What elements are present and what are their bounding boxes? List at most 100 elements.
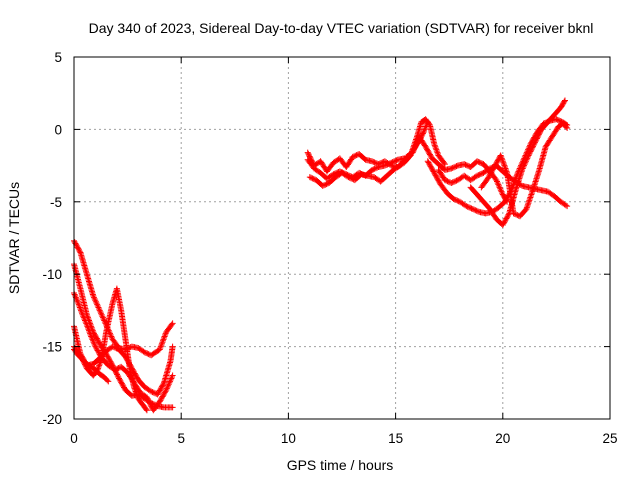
data-point-marker bbox=[463, 203, 470, 210]
data-point-marker bbox=[101, 318, 108, 325]
data-point-marker bbox=[114, 372, 121, 379]
data-point-marker bbox=[96, 305, 103, 312]
data-point-marker bbox=[167, 376, 174, 383]
data-point-marker bbox=[529, 144, 536, 151]
data-point-marker bbox=[109, 343, 116, 350]
data-point-marker bbox=[431, 169, 438, 176]
data-point-marker bbox=[387, 160, 394, 167]
grid-lines bbox=[74, 57, 610, 419]
data-point-marker bbox=[84, 324, 91, 331]
data-point-marker bbox=[104, 377, 111, 384]
data-point-marker bbox=[76, 246, 83, 253]
data-point-marker bbox=[426, 160, 433, 167]
data-point-marker bbox=[419, 130, 426, 137]
data-point-marker bbox=[499, 190, 506, 197]
data-point-marker bbox=[381, 162, 388, 169]
data-point-marker bbox=[476, 159, 483, 166]
data-point-marker bbox=[108, 333, 115, 340]
data-point-marker bbox=[499, 221, 506, 228]
data-point-marker bbox=[434, 176, 441, 183]
data-point-marker bbox=[158, 342, 165, 349]
data-point-marker bbox=[536, 130, 543, 137]
data-point-marker bbox=[511, 210, 518, 217]
data-point-marker bbox=[89, 337, 96, 344]
data-point-marker bbox=[504, 214, 511, 221]
data-point-marker bbox=[427, 152, 434, 159]
data-point-marker bbox=[372, 159, 379, 166]
data-point-marker bbox=[168, 321, 175, 328]
data-point-marker bbox=[98, 311, 105, 318]
data-point-marker bbox=[450, 178, 457, 185]
x-tick-label: 0 bbox=[70, 431, 78, 446]
x-tick-label: 10 bbox=[281, 431, 296, 446]
series-track-13 bbox=[467, 97, 568, 228]
y-axis-label: SDTVAR / TECUs bbox=[6, 182, 22, 294]
data-point-marker bbox=[143, 349, 150, 356]
y-tick-label: -5 bbox=[50, 195, 62, 210]
data-point-marker bbox=[76, 304, 83, 311]
data-point-marker bbox=[116, 376, 123, 383]
data-point-marker bbox=[306, 153, 313, 160]
data-point-marker bbox=[521, 162, 528, 169]
data-point-marker bbox=[532, 138, 539, 145]
data-point-marker bbox=[500, 220, 507, 227]
data-point-marker bbox=[563, 123, 570, 130]
data-point-marker bbox=[106, 357, 113, 364]
data-point-marker bbox=[157, 345, 164, 352]
data-point-marker bbox=[533, 136, 540, 143]
data-point-marker bbox=[431, 171, 438, 178]
data-point-marker bbox=[168, 374, 175, 381]
data-point-marker bbox=[496, 184, 503, 191]
data-point-marker bbox=[74, 298, 81, 305]
data-point-marker bbox=[98, 310, 105, 317]
data-point-marker bbox=[157, 397, 164, 404]
data-point-marker bbox=[449, 164, 456, 171]
data-point-marker bbox=[145, 396, 152, 403]
data-point-marker bbox=[383, 162, 390, 169]
data-point-marker bbox=[486, 171, 493, 178]
data-point-marker bbox=[155, 390, 162, 397]
data-point-marker bbox=[75, 301, 82, 308]
data-point-marker bbox=[117, 378, 124, 385]
data-point-marker bbox=[133, 389, 140, 396]
data-point-marker bbox=[468, 205, 475, 212]
data-point-marker bbox=[83, 321, 90, 328]
data-point-marker bbox=[115, 374, 122, 381]
data-point-marker bbox=[465, 204, 472, 211]
data-point-marker bbox=[422, 143, 429, 150]
data-point-marker bbox=[156, 387, 163, 394]
data-point-marker bbox=[86, 327, 93, 334]
data-point-marker bbox=[461, 161, 468, 168]
data-point-marker bbox=[352, 152, 359, 159]
data-point-marker bbox=[349, 153, 356, 160]
data-point-marker bbox=[493, 160, 500, 167]
data-point-marker bbox=[76, 303, 83, 310]
data-point-marker bbox=[345, 174, 352, 181]
data-point-marker bbox=[441, 177, 448, 184]
data-point-marker bbox=[521, 161, 528, 168]
data-point-marker bbox=[434, 151, 441, 158]
data-point-marker bbox=[322, 181, 329, 188]
data-point-marker bbox=[105, 354, 112, 361]
data-point-marker bbox=[472, 173, 479, 180]
data-point-marker bbox=[100, 316, 107, 323]
data-point-marker bbox=[522, 159, 529, 166]
data-point-marker bbox=[85, 326, 92, 333]
data-point-marker bbox=[422, 123, 429, 130]
data-point-marker bbox=[494, 179, 501, 186]
data-point-marker bbox=[149, 389, 156, 396]
data-point-marker bbox=[413, 140, 420, 147]
data-point-marker bbox=[434, 149, 441, 156]
data-point-marker bbox=[158, 340, 165, 347]
data-point-marker bbox=[95, 338, 102, 345]
data-point-marker bbox=[91, 342, 98, 349]
data-point-marker bbox=[531, 140, 538, 147]
data-point-marker bbox=[167, 378, 174, 385]
data-point-marker bbox=[156, 346, 163, 353]
data-point-marker bbox=[131, 385, 138, 392]
data-point-marker bbox=[426, 151, 433, 158]
data-point-marker bbox=[488, 169, 495, 176]
data-point-marker bbox=[494, 158, 501, 165]
data-point-marker bbox=[489, 167, 496, 174]
